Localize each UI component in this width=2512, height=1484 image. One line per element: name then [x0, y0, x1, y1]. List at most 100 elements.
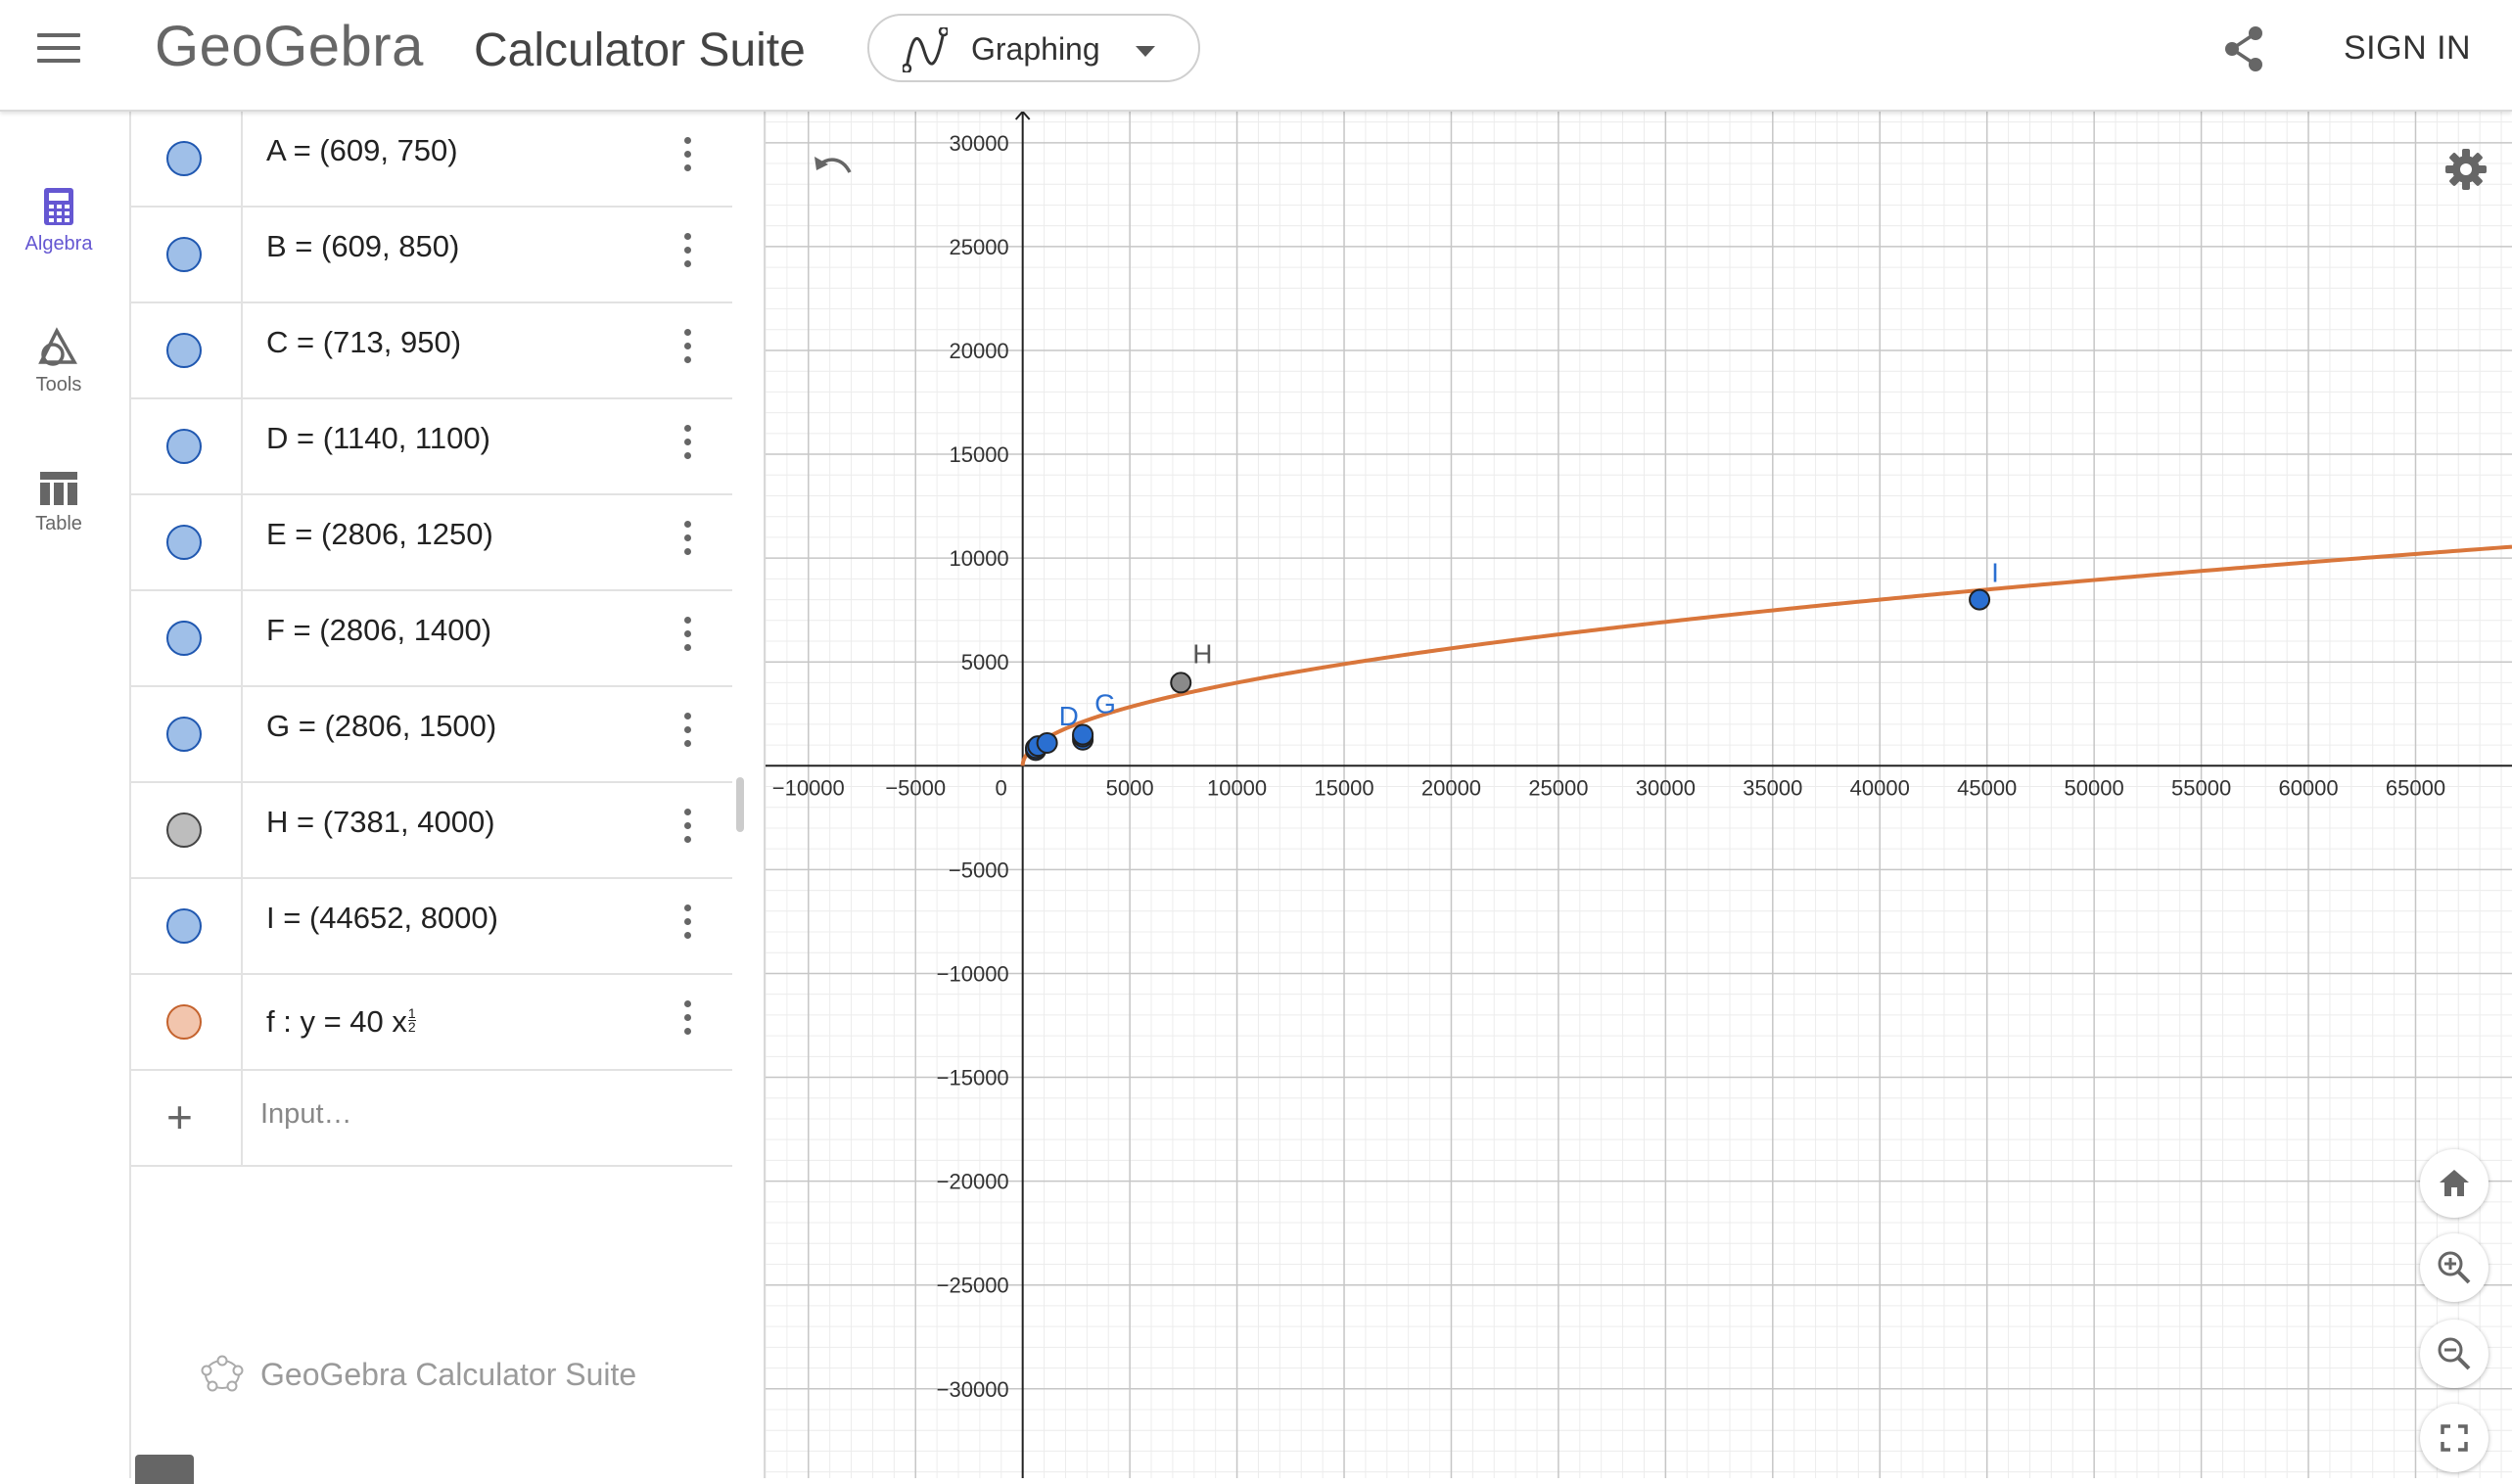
- divider: [241, 783, 243, 877]
- more-options-icon[interactable]: [679, 425, 695, 468]
- x-tick-label: 30000: [1636, 775, 1696, 800]
- sidebar-item-label: Table: [35, 513, 82, 534]
- x-tick-label: 0: [996, 775, 1007, 800]
- graphics-view[interactable]: −10000 −5000 0 5000 10000 15000 20000 25000 3000…: [766, 112, 2512, 1478]
- home-icon: [2440, 1170, 2469, 1196]
- table-icon: [40, 472, 77, 505]
- more-options-icon[interactable]: [679, 713, 695, 756]
- algebra-row-f[interactable]: F = (2806, 1400): [131, 591, 732, 687]
- algebra-input-row[interactable]: + Input…: [131, 1071, 732, 1167]
- point-h[interactable]: [1170, 672, 1192, 694]
- visibility-toggle[interactable]: [166, 717, 202, 752]
- undo-icon[interactable]: [811, 151, 856, 184]
- x-tick-label: 25000: [1528, 775, 1588, 800]
- menu-icon[interactable]: [37, 33, 80, 67]
- more-options-icon[interactable]: [679, 233, 695, 276]
- graphing-icon: [903, 27, 948, 72]
- more-options-icon[interactable]: [679, 904, 695, 948]
- minor-grid: [766, 112, 2512, 1478]
- more-options-icon[interactable]: [679, 617, 695, 660]
- algebra-expression[interactable]: I = (44652, 8000): [266, 901, 498, 935]
- zoom-in-button[interactable]: [2420, 1233, 2489, 1302]
- tools-shapes-icon: [38, 327, 77, 366]
- sidebar-item-label: Tools: [35, 374, 82, 395]
- divider: [241, 208, 243, 301]
- divider: [241, 1071, 243, 1165]
- y-tick-label: −25000: [937, 1274, 1009, 1298]
- visibility-toggle[interactable]: [166, 237, 202, 272]
- share-icon[interactable]: [2222, 25, 2265, 72]
- graph-canvas[interactable]: −10000 −5000 0 5000 10000 15000 20000 25000 3000…: [766, 112, 2512, 1478]
- sign-in-button[interactable]: SIGN IN: [2344, 29, 2472, 67]
- y-tick-label: −5000: [949, 858, 1009, 882]
- visibility-toggle[interactable]: [166, 333, 202, 368]
- visibility-toggle[interactable]: [166, 621, 202, 656]
- top-bar: GeoGebra Calculator Suite Graphing SIGN …: [0, 0, 2512, 112]
- scrollbar[interactable]: [736, 777, 744, 832]
- sidebar-item-algebra[interactable]: Algebra: [0, 186, 117, 255]
- more-options-icon[interactable]: [679, 329, 695, 372]
- home-button[interactable]: [2420, 1149, 2489, 1218]
- algebra-expression[interactable]: B = (609, 850): [266, 229, 460, 263]
- algebra-expression[interactable]: G = (2806, 1500): [266, 709, 497, 743]
- zoom-out-button[interactable]: [2420, 1320, 2489, 1388]
- gear-icon[interactable]: [2443, 147, 2489, 192]
- algebra-row-c[interactable]: C = (713, 950): [131, 303, 732, 399]
- y-tick-label: 15000: [949, 442, 1008, 467]
- fullscreen-icon: [2441, 1424, 2468, 1452]
- point-d[interactable]: [1036, 731, 1058, 754]
- visibility-toggle[interactable]: [166, 429, 202, 464]
- algebra-row-d[interactable]: D = (1140, 1100): [131, 399, 732, 495]
- visibility-toggle[interactable]: [166, 908, 202, 944]
- sidebar-item-table[interactable]: Table: [0, 470, 117, 535]
- more-options-icon[interactable]: [679, 137, 695, 180]
- algebra-view: A = (609, 750) B = (609, 850) C = (713, …: [131, 112, 766, 1484]
- y-axis-arrow: [1014, 112, 1031, 120]
- exponent-denominator: 2: [407, 1019, 416, 1035]
- visibility-toggle[interactable]: [166, 1004, 202, 1040]
- more-options-icon[interactable]: [679, 809, 695, 852]
- algebra-expression[interactable]: H = (7381, 4000): [266, 805, 495, 839]
- function-f-curve[interactable]: [1020, 544, 2512, 766]
- algebra-row-g[interactable]: G = (2806, 1500): [131, 687, 732, 783]
- fullscreen-button[interactable]: [2420, 1404, 2489, 1472]
- sidebar-item-tools[interactable]: Tools: [0, 327, 117, 396]
- geogebra-logo-icon: [201, 1355, 244, 1392]
- function-f-path[interactable]: [1020, 544, 2512, 766]
- y-tick-label: 5000: [961, 650, 1009, 674]
- algebra-expression[interactable]: C = (713, 950): [266, 325, 462, 359]
- keyboard-icon[interactable]: [135, 1455, 194, 1484]
- visibility-toggle[interactable]: [166, 141, 202, 176]
- divider: [241, 112, 243, 206]
- point-i[interactable]: [1969, 588, 1991, 611]
- app-picker-dropdown[interactable]: Graphing: [867, 14, 1200, 82]
- algebra-row-h[interactable]: H = (7381, 4000): [131, 783, 732, 879]
- algebra-expression[interactable]: D = (1140, 1100): [266, 421, 490, 455]
- visibility-toggle[interactable]: [166, 812, 202, 848]
- plus-icon[interactable]: +: [166, 1091, 193, 1142]
- algebra-row-b[interactable]: B = (609, 850): [131, 208, 732, 303]
- x-tick-label: 50000: [2065, 775, 2124, 800]
- algebra-expression[interactable]: F = (2806, 1400): [266, 613, 492, 647]
- x-tick-label: 15000: [1314, 775, 1373, 800]
- algebra-row-e[interactable]: E = (2806, 1250): [131, 495, 732, 591]
- algebra-expression[interactable]: E = (2806, 1250): [266, 517, 493, 551]
- algebra-row-a[interactable]: A = (609, 750): [131, 112, 732, 208]
- y-tick-label: 20000: [949, 339, 1008, 363]
- algebra-input[interactable]: Input…: [260, 1098, 352, 1130]
- algebra-expression[interactable]: A = (609, 750): [266, 133, 458, 167]
- more-options-icon[interactable]: [679, 1000, 695, 1043]
- divider: [241, 399, 243, 493]
- more-options-icon[interactable]: [679, 521, 695, 564]
- exponent-numerator: 1: [407, 1005, 416, 1021]
- point-g[interactable]: [1072, 723, 1094, 746]
- divider: [241, 687, 243, 781]
- x-tick-labels: −10000 −5000 0 5000 10000 15000 20000 25000 3000…: [772, 775, 2445, 800]
- major-grid: [766, 112, 2512, 1478]
- divider: [241, 591, 243, 685]
- visibility-toggle[interactable]: [166, 525, 202, 560]
- points-layer[interactable]: D G H I: [1025, 558, 1999, 762]
- algebra-row-i[interactable]: I = (44652, 8000): [131, 879, 732, 975]
